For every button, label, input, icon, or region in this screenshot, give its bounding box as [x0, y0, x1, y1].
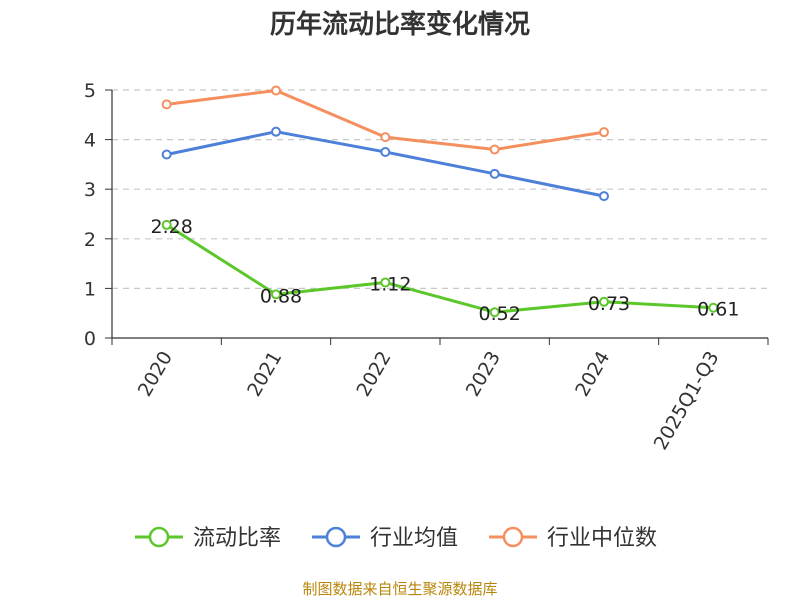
axes: 0 1 2 3 4 5 2020 2021 2022 2023 2024 2025Q1-Q3 [84, 80, 769, 454]
data-labels: 2.28 0.88 1.12 0.52 0.73 0.61 [151, 216, 740, 325]
grid-lines [112, 89, 768, 289]
legend-item[interactable]: 行业均值 [312, 526, 458, 551]
x-tick-label: 2025Q1-Q3 [650, 348, 724, 454]
data-point [161, 99, 172, 110]
data-point [380, 132, 391, 143]
data-point [271, 85, 281, 96]
x-tick-label: 2021 [243, 348, 286, 401]
y-tick-label: 0 [84, 328, 96, 350]
legend-marker [502, 526, 524, 548]
legend-item[interactable]: 流动比率 [135, 526, 281, 551]
data-label: 2.28 [151, 216, 193, 238]
series-line [165, 223, 714, 314]
y-tick-label: 3 [84, 179, 96, 201]
data-point [489, 144, 500, 155]
data-point [599, 296, 609, 307]
x-tick-label: 2020 [134, 348, 177, 401]
legend-label: 行业均值 [370, 526, 458, 551]
x-tick-label: 2023 [462, 347, 505, 400]
y-tick-label: 2 [84, 229, 96, 251]
data-label: 0.88 [260, 285, 302, 307]
x-tick-label: 2022 [352, 348, 395, 401]
y-tick-label: 5 [84, 80, 96, 102]
legend-label: 行业中位数 [547, 526, 657, 551]
data-point [599, 127, 609, 138]
chart-title: 历年流动比率变化情况 [269, 10, 530, 40]
data-point [708, 302, 719, 313]
data-point [161, 149, 172, 160]
y-tick-label: 1 [84, 278, 96, 300]
data-point [380, 147, 391, 157]
legend-marker [148, 526, 170, 548]
series-lines [161, 85, 719, 318]
x-tick-label: 2024 [571, 348, 614, 401]
data-label: 0.61 [697, 299, 739, 321]
data-label: 0.73 [588, 293, 630, 315]
data-point [489, 168, 500, 179]
data-point [271, 289, 281, 300]
data-point [489, 307, 500, 318]
source-note: 制图数据来自恒生聚源数据库 [302, 580, 498, 598]
data-point [599, 191, 609, 202]
legend-label: 流动比率 [193, 526, 281, 551]
data-label: 0.52 [479, 303, 521, 325]
legend[interactable]: 流动比率 行业均值 行业中位数 [135, 526, 657, 551]
data-point [271, 126, 281, 137]
data-point [380, 277, 391, 288]
legend-marker [325, 526, 347, 548]
data-point [161, 219, 172, 230]
y-tick-label: 4 [84, 130, 96, 152]
data-label: 1.12 [369, 273, 411, 295]
legend-item[interactable]: 行业中位数 [489, 526, 657, 551]
